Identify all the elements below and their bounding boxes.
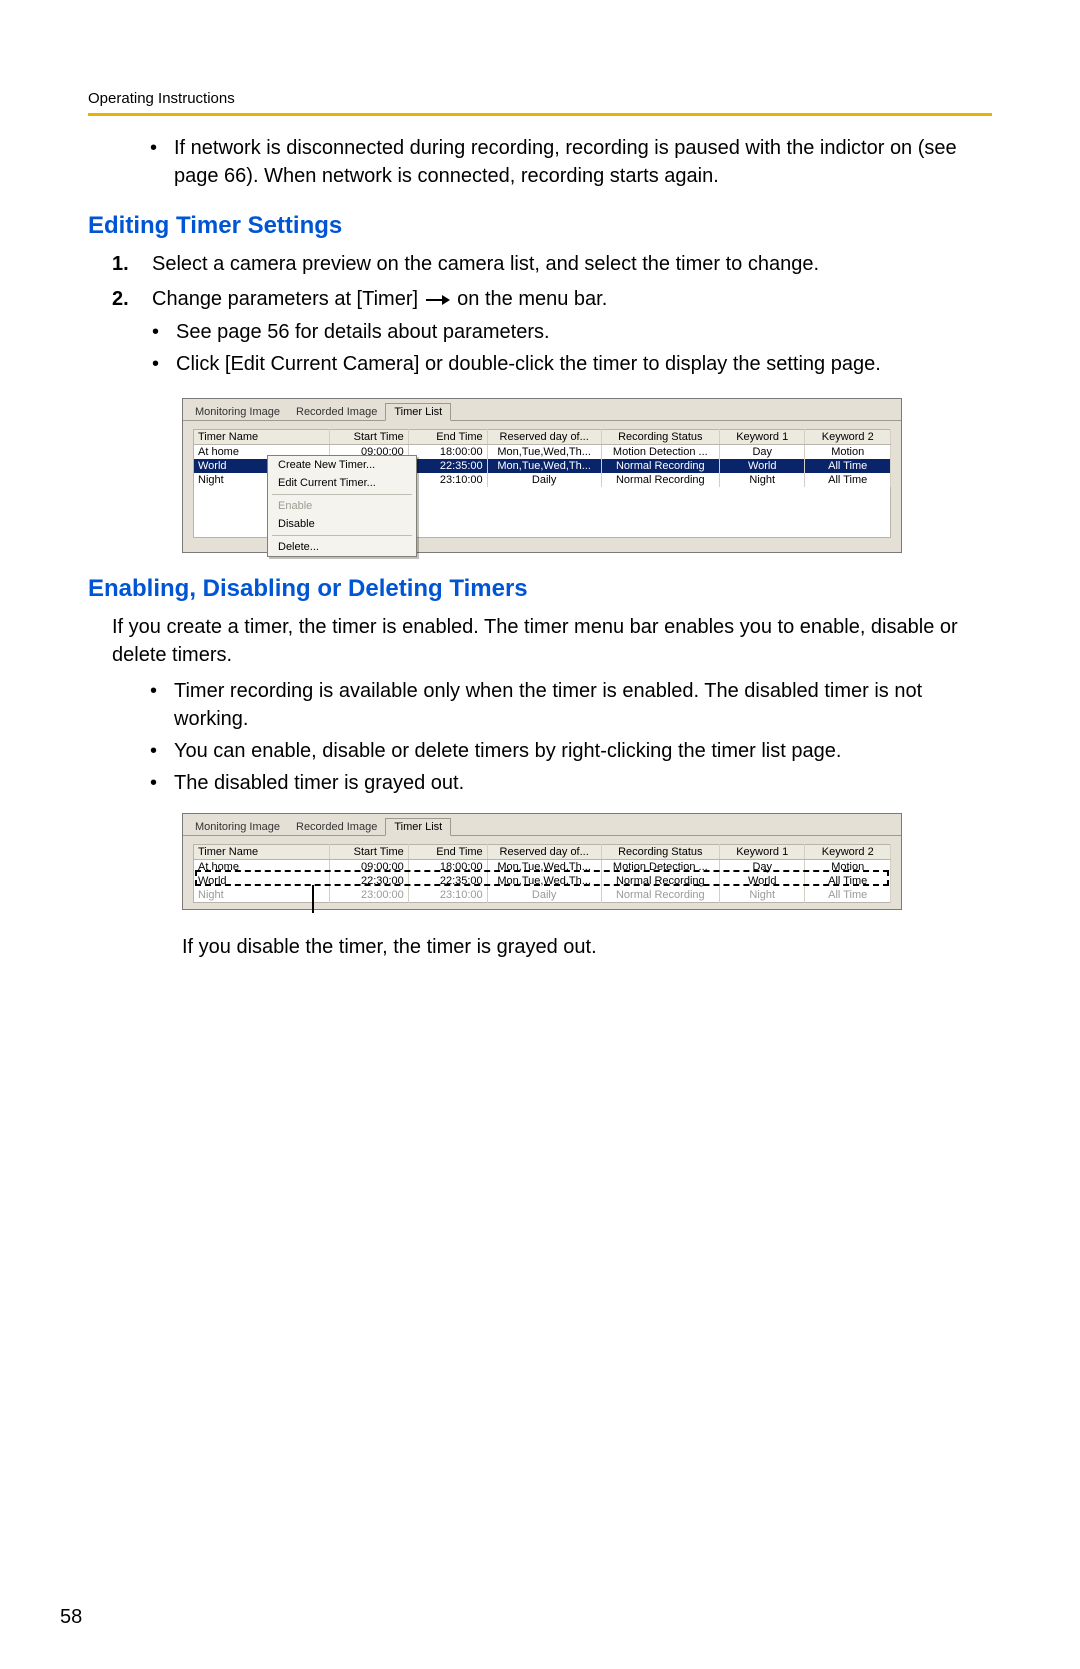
- col-recording[interactable]: Recording Status: [601, 430, 719, 445]
- cell: Night: [719, 888, 804, 903]
- tabstrip: Monitoring Image Recorded Image Timer Li…: [183, 399, 901, 421]
- menu-separator: [272, 535, 412, 536]
- cell: All Time: [805, 473, 891, 487]
- cell: Mon,Tue,Wed,Th...: [487, 459, 601, 473]
- menu-delete[interactable]: Delete...: [268, 538, 416, 556]
- tab-timer-list[interactable]: Timer List: [385, 403, 451, 421]
- sec2-intro: If you create a timer, the timer is enab…: [112, 613, 992, 669]
- step-2-sub-2: Click [Edit Current Camera] or double-cl…: [176, 350, 992, 378]
- context-menu: Create New Timer... Edit Current Timer..…: [267, 455, 417, 557]
- cell: Night: [194, 888, 330, 903]
- cell: World: [719, 459, 804, 473]
- step-2-text-pre: Change parameters at [Timer]: [152, 288, 418, 310]
- cell: Daily: [487, 888, 601, 903]
- col-start[interactable]: Start Time: [329, 844, 408, 859]
- cell: Motion: [805, 445, 891, 460]
- intro-bullet-block: • If network is disconnected during reco…: [150, 134, 992, 190]
- timer-list-screenshot-2: Monitoring Image Recorded Image Timer Li…: [182, 813, 902, 910]
- cell: Mon,Tue,Wed,Th...: [487, 445, 601, 460]
- bullet-dot: •: [150, 737, 174, 765]
- bullet-dot: •: [152, 318, 176, 346]
- step-2-text-post: on the menu bar.: [457, 288, 607, 310]
- bullet-dot: •: [150, 134, 174, 190]
- step-2-body: Change parameters at [Timer] on the menu…: [152, 285, 992, 382]
- sec2-bullet-1: Timer recording is available only when t…: [174, 677, 992, 733]
- shot2-caption: If you disable the timer, the timer is g…: [182, 936, 992, 959]
- arrow-icon: [424, 295, 452, 305]
- section-title-editing: Editing Timer Settings: [88, 212, 992, 240]
- col-keyword2[interactable]: Keyword 2: [805, 430, 891, 445]
- col-reserved[interactable]: Reserved day of...: [487, 430, 601, 445]
- sec2-bullet-3: The disabled timer is grayed out.: [174, 769, 992, 797]
- running-header: Operating Instructions: [88, 90, 992, 107]
- cell: Daily: [487, 473, 601, 487]
- tab-monitoring[interactable]: Monitoring Image: [187, 819, 288, 835]
- step-1: 1. Select a camera preview on the camera…: [112, 250, 992, 279]
- col-reserved[interactable]: Reserved day of...: [487, 844, 601, 859]
- callout-line: [312, 885, 314, 913]
- cell: Day: [719, 445, 804, 460]
- page-number: 58: [60, 1606, 82, 1629]
- tabstrip: Monitoring Image Recorded Image Timer Li…: [183, 814, 901, 836]
- intro-bullet-text: If network is disconnected during record…: [174, 134, 992, 190]
- step-2-number: 2.: [112, 285, 152, 382]
- cell: 23:00:00: [329, 888, 408, 903]
- bullet-dot: •: [152, 350, 176, 378]
- col-end[interactable]: End Time: [408, 844, 487, 859]
- cell: Normal Recording: [601, 473, 719, 487]
- cell: 23:10:00: [408, 888, 487, 903]
- sec2-bullet-2: You can enable, disable or delete timers…: [174, 737, 992, 765]
- step-1-text: Select a camera preview on the camera li…: [152, 250, 992, 279]
- menu-separator: [272, 494, 412, 495]
- col-start[interactable]: Start Time: [329, 430, 408, 445]
- header-rule: [88, 113, 992, 116]
- cell: 23:10:00: [408, 473, 487, 487]
- cell: All Time: [805, 459, 891, 473]
- cell: Motion Detection ...: [601, 445, 719, 460]
- cell: Normal Recording: [601, 888, 719, 903]
- step-2: 2. Change parameters at [Timer] on the m…: [112, 285, 992, 382]
- col-name[interactable]: Timer Name: [194, 844, 330, 859]
- col-end[interactable]: End Time: [408, 430, 487, 445]
- col-keyword1[interactable]: Keyword 1: [719, 430, 804, 445]
- section-title-enabling: Enabling, Disabling or Deleting Timers: [88, 575, 992, 603]
- col-recording[interactable]: Recording Status: [601, 844, 719, 859]
- menu-disable[interactable]: Disable: [268, 515, 416, 533]
- col-name[interactable]: Timer Name: [194, 430, 330, 445]
- col-keyword2[interactable]: Keyword 2: [805, 844, 891, 859]
- cell: All Time: [805, 888, 891, 903]
- bullet-dot: •: [150, 769, 174, 797]
- timer-list-screenshot-1: Monitoring Image Recorded Image Timer Li…: [182, 398, 902, 553]
- step-2-sub-1: See page 56 for details about parameters…: [176, 318, 992, 346]
- step-1-number: 1.: [112, 250, 152, 279]
- table-row-disabled[interactable]: Night 23:00:00 23:10:00 Daily Normal Rec…: [194, 888, 891, 903]
- dashed-highlight: [195, 870, 889, 886]
- tab-timer-list[interactable]: Timer List: [385, 818, 451, 836]
- cell: 18:00:00: [408, 445, 487, 460]
- menu-enable: Enable: [268, 497, 416, 515]
- cell: Night: [719, 473, 804, 487]
- cell: Normal Recording: [601, 459, 719, 473]
- bullet-dot: •: [150, 677, 174, 733]
- menu-edit-current-timer[interactable]: Edit Current Timer...: [268, 474, 416, 492]
- menu-create-new-timer[interactable]: Create New Timer...: [268, 456, 416, 474]
- cell: 22:35:00: [408, 459, 487, 473]
- tab-recorded[interactable]: Recorded Image: [288, 404, 385, 420]
- tab-monitoring[interactable]: Monitoring Image: [187, 404, 288, 420]
- col-keyword1[interactable]: Keyword 1: [719, 844, 804, 859]
- tab-recorded[interactable]: Recorded Image: [288, 819, 385, 835]
